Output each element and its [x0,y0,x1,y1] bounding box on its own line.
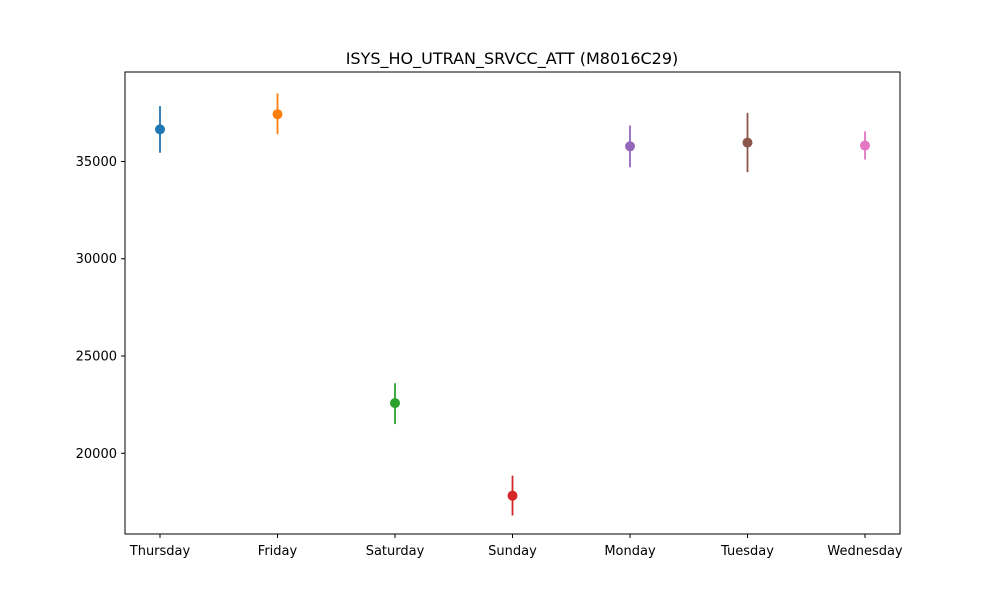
data-point [390,398,400,409]
x-tick-label: Tuesday [720,544,774,559]
data-point [625,141,635,152]
plot-area [124,71,901,535]
x-tick-label: Sunday [488,544,537,559]
chart-title: ISYS_HO_UTRAN_SRVCC_ATT (M8016C29) [346,49,679,69]
data-point [507,490,518,501]
x-tick-label: Friday [258,544,298,559]
data-point [742,137,753,148]
data-point [860,140,870,151]
y-axis: 20000 25000 30000 35000 [76,155,125,462]
x-tick-label: Saturday [366,544,425,559]
x-tick-label: Thursday [129,544,191,559]
y-tick-label: 20000 [76,447,117,462]
x-axis: Thursday Friday Saturday Sunday Monday Tuesda… [129,534,903,559]
y-tick-label: 25000 [76,350,117,365]
y-tick-label: 35000 [76,155,117,170]
y-tick-label: 30000 [76,252,117,267]
data-points [155,93,870,516]
x-tick-label: Monday [604,544,656,559]
x-tick-label: Wednesday [827,544,903,559]
data-point [155,124,165,135]
data-point [272,109,283,120]
